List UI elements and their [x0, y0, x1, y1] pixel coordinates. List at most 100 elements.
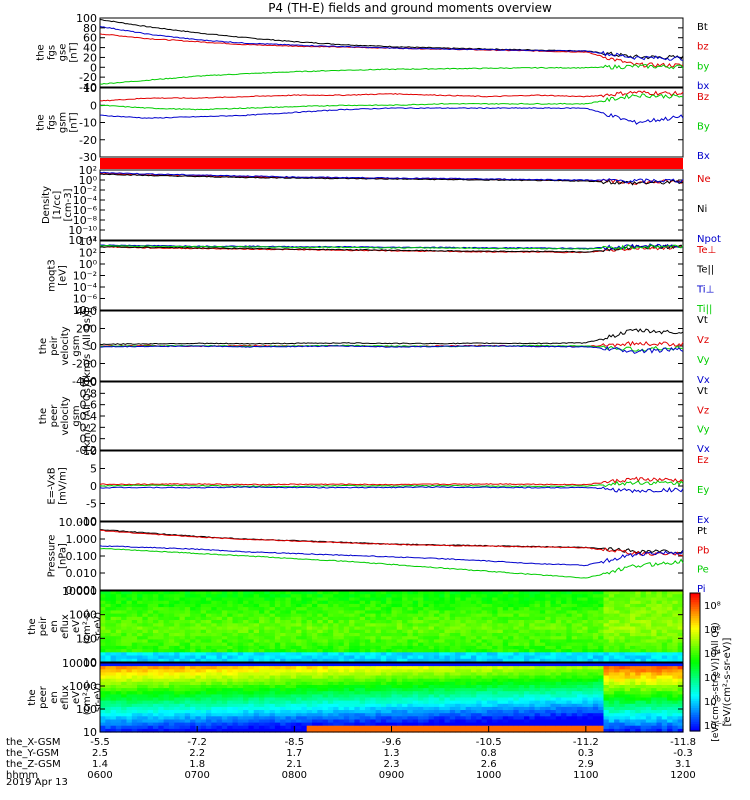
- heatmap-cell: [386, 600, 393, 605]
- heatmap-cell: [195, 697, 202, 702]
- heatmap-cell: [412, 685, 419, 689]
- heatmap-cell: [327, 658, 334, 663]
- heatmap-cell: [301, 710, 308, 714]
- heatmap-cell: [529, 636, 536, 640]
- heatmap-cell: [153, 697, 159, 702]
- heatmap-cell: [619, 688, 626, 692]
- heatmap-cell: [343, 655, 350, 660]
- heatmap-cell: [534, 675, 541, 680]
- heatmap-cell: [571, 620, 578, 624]
- heatmap-cell: [153, 645, 159, 650]
- y-tick-label: 20: [83, 51, 97, 64]
- heatmap-cell: [243, 603, 249, 608]
- heatmap-cell: [428, 600, 435, 605]
- heatmap-cell: [396, 639, 403, 644]
- heatmap-cell: [110, 685, 117, 689]
- flag-strip: [100, 158, 683, 169]
- heatmap-cell: [577, 688, 583, 692]
- heatmap-cell: [481, 700, 488, 705]
- heatmap-cell: [243, 636, 249, 640]
- heatmap-cell: [635, 706, 642, 711]
- heatmap-cell: [147, 642, 154, 647]
- heatmap-cell: [190, 700, 196, 705]
- heatmap-cell: [232, 713, 239, 717]
- heatmap-cell: [508, 728, 514, 733]
- heatmap-cell: [158, 616, 165, 621]
- heatmap-cell: [253, 713, 260, 717]
- heatmap-cell: [142, 633, 149, 637]
- heatmap-cell: [227, 681, 234, 686]
- heatmap-cell: [216, 623, 223, 628]
- heatmap-cell: [513, 591, 520, 595]
- heatmap-cell: [407, 722, 414, 727]
- heatmap-cell: [354, 694, 361, 699]
- heatmap-cell: [269, 685, 276, 689]
- heatmap-cell: [534, 652, 541, 657]
- heatmap-cell: [248, 591, 255, 595]
- heatmap-cell: [545, 613, 552, 618]
- heatmap-cell: [179, 642, 186, 647]
- heatmap-cell: [449, 600, 456, 605]
- heatmap-cell: [423, 685, 430, 689]
- heatmap-cell: [534, 703, 541, 708]
- heatmap-cell: [497, 600, 504, 605]
- heatmap-cell: [423, 610, 430, 615]
- heatmap-cell: [476, 703, 483, 708]
- heatmap-cell: [105, 655, 112, 660]
- heatmap-cell: [365, 658, 371, 663]
- y-axis-label: the: [38, 338, 49, 354]
- heatmap-cell: [619, 639, 626, 644]
- heatmap-cell: [280, 675, 287, 680]
- heatmap-cell: [354, 678, 361, 683]
- heatmap-cell: [608, 678, 615, 683]
- heatmap-cell: [624, 642, 631, 647]
- heatmap-cell: [587, 694, 594, 699]
- heatmap-cell: [608, 685, 615, 689]
- heatmap-cell: [142, 728, 149, 733]
- heatmap-cell: [179, 623, 186, 628]
- heatmap-cell: [661, 613, 668, 618]
- heatmap-cell: [471, 706, 477, 711]
- heatmap-cell: [508, 725, 514, 730]
- heatmap-cell: [327, 681, 334, 686]
- heatmap-cell: [455, 616, 461, 621]
- heatmap-cell: [269, 700, 276, 705]
- heatmap-cell: [301, 620, 308, 624]
- heatmap-cell: [587, 591, 594, 595]
- series-line-ez: [99, 476, 684, 486]
- heatmap-cell: [327, 694, 334, 699]
- heatmap-cell: [285, 636, 292, 640]
- heatmap-cell: [566, 594, 573, 598]
- heatmap-cell: [237, 703, 244, 708]
- heatmap-cell: [614, 639, 620, 644]
- y-tick-label: -5: [86, 498, 97, 511]
- heatmap-cell: [269, 652, 276, 657]
- heatmap-cell: [561, 610, 567, 615]
- heatmap-cell: [137, 710, 143, 714]
- heatmap-cell: [386, 716, 393, 720]
- heatmap-cell: [280, 710, 287, 714]
- heatmap-cell: [677, 603, 684, 608]
- heatmap-cell: [274, 620, 281, 624]
- heatmap-cell: [402, 669, 408, 673]
- heatmap-cell: [497, 697, 504, 702]
- heatmap-cell: [137, 607, 143, 611]
- heatmap-cell: [248, 658, 255, 663]
- heatmap-cell: [592, 719, 599, 724]
- heatmap-cell: [455, 697, 461, 702]
- heatmap-cell: [407, 681, 414, 686]
- heatmap-cell: [545, 645, 552, 650]
- heatmap-cell: [433, 694, 440, 699]
- heatmap-cell: [455, 600, 461, 605]
- heatmap-cell: [624, 607, 631, 611]
- heatmap-cell: [105, 594, 112, 598]
- heatmap-cell: [412, 639, 419, 644]
- heatmap-cell: [137, 703, 143, 708]
- heatmap-cell: [190, 629, 196, 634]
- heatmap-cell: [582, 719, 589, 724]
- heatmap-cell: [174, 672, 181, 677]
- heatmap-cell: [243, 645, 249, 650]
- heatmap-cell: [110, 600, 117, 605]
- heatmap-cell: [290, 623, 297, 628]
- heatmap-cell: [370, 666, 377, 670]
